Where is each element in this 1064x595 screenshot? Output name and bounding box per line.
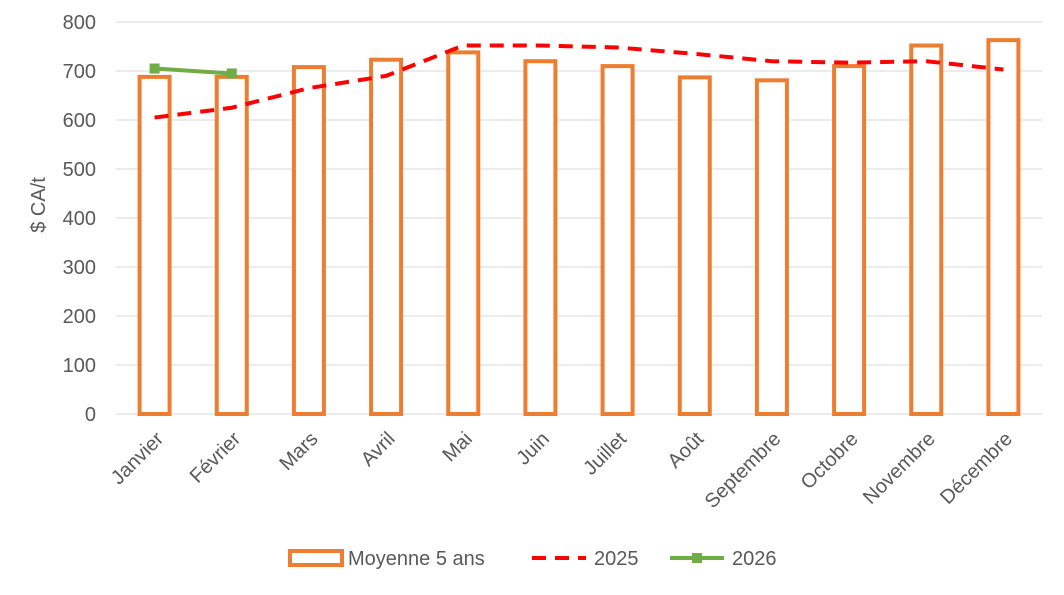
bar	[677, 75, 712, 417]
y-tick-label: 0	[85, 404, 96, 426]
x-tick-label: Octobre	[797, 428, 863, 494]
bar	[137, 74, 172, 416]
y-tick-label: 500	[63, 159, 96, 181]
x-tick-label: Mai	[438, 428, 476, 466]
bar	[291, 65, 326, 417]
y-tick-label: 300	[63, 257, 96, 279]
x-tick-label: Juin	[512, 428, 554, 470]
x-tick-label: Avril	[357, 428, 400, 471]
bar	[446, 50, 481, 416]
y-tick-label: 200	[63, 306, 96, 328]
x-tick-label: Août	[664, 428, 709, 473]
x-tick-label: Décembre	[936, 428, 1017, 509]
x-tick-label: Mars	[275, 428, 322, 475]
bar	[600, 64, 635, 416]
bar	[523, 59, 558, 416]
series-point-2026	[226, 68, 237, 79]
x-tick-label: Juillet	[579, 428, 631, 480]
y-tick-label: 700	[63, 61, 96, 83]
series-point-2026	[149, 63, 160, 74]
series-line-2025	[154, 43, 1004, 120]
legend-label: 2026	[732, 548, 777, 570]
y-tick-labels: 0 100 200 300 400 500 600 700 800	[63, 12, 96, 426]
bar	[986, 38, 1021, 416]
x-tick-labels: Janvier Février Mars Avril Mai Juin Juillet Aoû…	[107, 428, 1017, 513]
legend-swatch-moyenne	[288, 549, 344, 567]
bar	[909, 43, 944, 417]
y-tick-label: 400	[63, 208, 96, 230]
legend-label: Moyenne 5 ans	[348, 548, 485, 570]
legend-label: 2025	[594, 548, 639, 570]
gridlines	[116, 21, 1042, 415]
legend-marker-2026	[692, 553, 702, 563]
x-tick-label: Février	[186, 428, 246, 488]
series-line-2026	[154, 66, 232, 76]
line-series	[149, 43, 1004, 120]
x-tick-label: Janvier	[107, 428, 168, 489]
bar	[369, 57, 404, 416]
bar	[754, 78, 789, 416]
x-tick-label: Septembre	[701, 428, 786, 513]
bar	[832, 64, 867, 416]
bar	[214, 74, 249, 416]
y-tick-label: 100	[63, 355, 96, 377]
legend: Moyenne 5 ans 2025 2026	[288, 548, 777, 570]
y-tick-label: 600	[63, 110, 96, 132]
y-tick-label: 800	[63, 12, 96, 34]
bar-series	[137, 38, 1021, 417]
y-axis-title: $ CA/t	[28, 177, 50, 233]
x-tick-label: Novembre	[859, 428, 940, 509]
